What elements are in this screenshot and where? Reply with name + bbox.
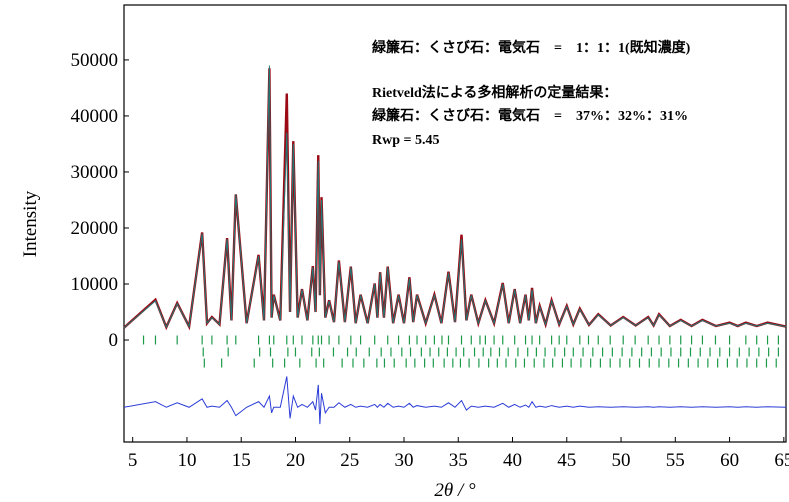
y-tick-label: 10000: [71, 274, 119, 295]
x-tick-label: 20: [286, 450, 305, 471]
x-tick-label: 30: [394, 450, 413, 471]
x-tick-label: 35: [449, 450, 468, 471]
x-tick-label: 50: [612, 450, 631, 471]
x-tick-label: 25: [340, 450, 359, 471]
x-tick-label: 10: [177, 450, 196, 471]
series-line: [123, 68, 787, 331]
x-tick-label: 60: [720, 450, 739, 471]
annotation: Rietveld法による多相解析の定量結果：: [372, 84, 617, 101]
annotation: Rwp = 5.45: [372, 133, 439, 148]
y-tick-label: 20000: [71, 218, 119, 239]
y-axis-label: Intensity: [20, 190, 41, 257]
y-tick-label: 30000: [71, 162, 119, 183]
x-tick-label: 40: [503, 450, 522, 471]
plot-frame: [123, 4, 787, 443]
annotation: 緑簾石：くさび石：電気石 = 1：1：1(既知濃度): [372, 39, 691, 56]
x-tick-label: 45: [557, 450, 576, 471]
x-tick-label: 5: [128, 450, 138, 471]
x-axis-label: 2θ / °: [434, 480, 476, 501]
series-line: [123, 65, 787, 329]
x-tick-label: 65: [774, 450, 789, 471]
series-line: [123, 376, 787, 425]
x-tick-label: 15: [232, 450, 251, 471]
y-tick-label: 40000: [71, 106, 119, 127]
y-tick-label: 0: [109, 330, 119, 351]
x-tick-label: 55: [666, 450, 685, 471]
y-tick-label: 50000: [71, 50, 119, 71]
annotation: 緑簾石：くさび石：電気石 = 37%：32%：31%: [372, 107, 688, 124]
